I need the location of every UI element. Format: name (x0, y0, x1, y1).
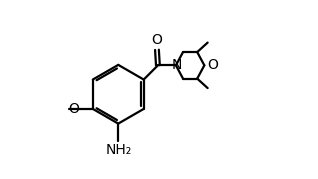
Text: O: O (151, 33, 162, 47)
Text: O: O (208, 58, 218, 72)
Text: NH₂: NH₂ (105, 143, 131, 157)
Text: N: N (171, 58, 182, 72)
Text: O: O (68, 102, 79, 116)
